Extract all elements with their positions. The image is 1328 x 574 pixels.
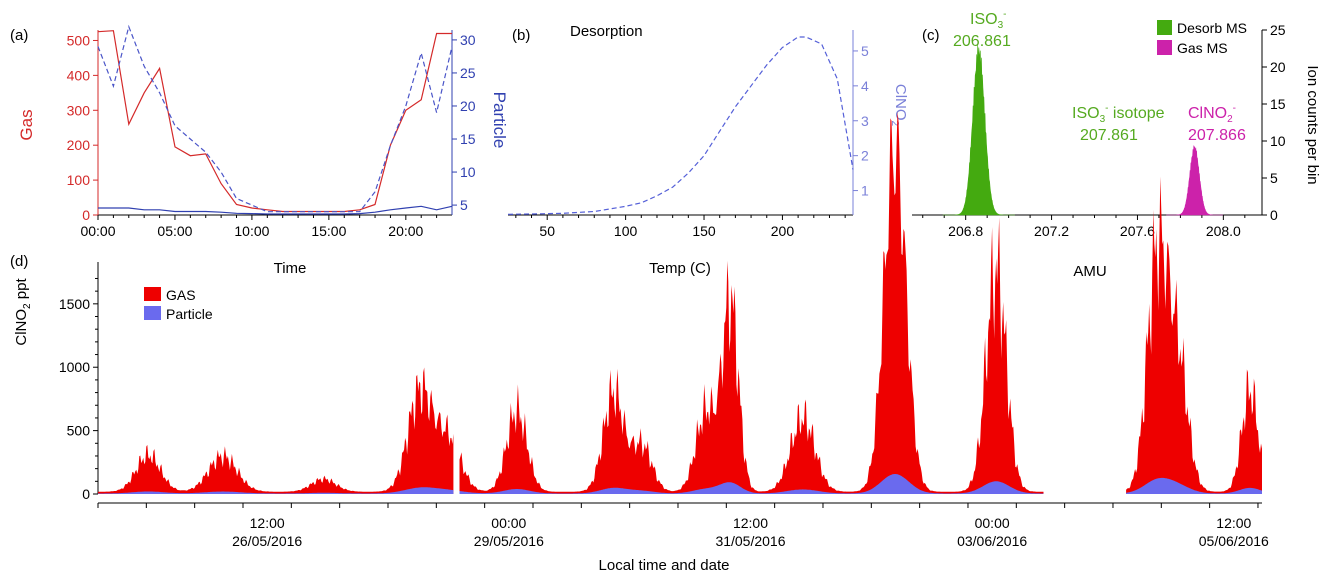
panel-a-xlabel: Time (274, 260, 307, 277)
annotation-iso3-mass: 206.861 (953, 33, 1011, 50)
panel-d-ylabel: ClNO2 ppt (13, 278, 33, 346)
panel-a-label: (a) (10, 27, 28, 44)
panel-c-peak-0 (942, 45, 1015, 216)
panel-d-label: (d) (10, 253, 28, 270)
legend-label-gas: Gas MS (1177, 40, 1228, 56)
panel-c-plot: 206.8 207.2 207.6 208.0 0 5 10 15 20 25 (912, 22, 1286, 239)
panel-d-xlabel: Local time and date (599, 557, 730, 574)
panel-a-right-tick-label: 30 (460, 32, 476, 48)
panel-c-peak-1 (1166, 145, 1223, 216)
panel-b-desorption-line (507, 36, 854, 215)
panel-c-right-tick-label: 5 (1270, 170, 1278, 186)
panel-b-xlabel: Temp (C) (649, 260, 711, 277)
legend-label-desorb: Desorb MS (1177, 20, 1247, 36)
panel-d: (d) ClNO2 ppt Local time and date GAS Pa… (10, 111, 1269, 574)
panel-b-plot: 50 100 150 200 1 2 3 4 5 (507, 30, 869, 239)
panel-c-right-tick-label: 0 (1270, 207, 1278, 223)
panel-d-x-tick-time: 00:00 (491, 515, 526, 531)
panel-c-right-tick-label: 20 (1270, 59, 1286, 75)
panel-a-left-tick-label: 200 (67, 137, 91, 153)
panel-b-x-tick-label: 200 (771, 223, 795, 239)
legend-swatch-gas-d (144, 287, 161, 301)
legend-label-particle-d: Particle (166, 306, 213, 322)
panel-d-x-tick-time: 12:00 (733, 515, 768, 531)
panel-b-right-tick-label: 4 (861, 78, 869, 94)
panel-d-x-tick-time: 12:00 (1216, 515, 1251, 531)
legend-swatch-particle-d (144, 306, 161, 320)
panel-a-x-tick-label: 15:00 (311, 223, 346, 239)
panel-c-right-tick-label: 15 (1270, 96, 1286, 112)
panel-a-series-0-line (97, 30, 452, 213)
annotation-clno2-mass: 207.866 (1188, 127, 1246, 144)
panel-a-x-tick-label: 20:00 (388, 223, 423, 239)
panel-b-x-tick-label: 100 (614, 223, 638, 239)
panel-a-series-2-line (98, 205, 453, 215)
panel-c-x-tick-label: 206.8 (948, 223, 983, 239)
panel-d-gas-area (98, 111, 1262, 494)
legend-swatch-desorb (1157, 20, 1172, 35)
panel-c: (c) AMU Ion counts per bin ISO3- 206.861… (912, 9, 1321, 280)
legend-label-gas-d: GAS (166, 287, 196, 303)
panel-d-y-tick-label: 0 (82, 486, 90, 502)
panel-d-y-tick-label: 1000 (59, 359, 90, 375)
panel-b-title: Desorption (570, 23, 643, 40)
panel-b-right-tick-label: 2 (861, 148, 869, 164)
panel-a-right-ylabel: Particle (490, 92, 509, 149)
annotation-iso3: ISO3- (970, 9, 1006, 31)
panel-d-x-tick-date: 31/05/2016 (715, 533, 785, 549)
panel-a-series-1-line (97, 24, 453, 213)
panel-c-right-tick-label: 10 (1270, 133, 1286, 149)
panel-b-x-tick-label: 50 (539, 223, 555, 239)
legend-swatch-gas (1157, 40, 1172, 55)
panel-a-x-tick-label: 10:00 (234, 223, 269, 239)
panel-c-x-tick-label: 207.2 (1034, 223, 1069, 239)
panel-b-label: (b) (512, 27, 530, 44)
panel-d-x-tick-date: 03/06/2016 (957, 533, 1027, 549)
panel-d-particle-area (98, 474, 1262, 494)
panel-d-plot: 05001000150012:0026/05/201600:0029/05/20… (59, 111, 1269, 549)
panel-c-right-ylabel: Ion counts per bin (1304, 65, 1321, 184)
annotation-iso3-isotope: ISO3- isotope (1072, 103, 1165, 125)
annotation-clno2: ClNO2- (1188, 103, 1236, 125)
panel-c-x-tick-label: 208.0 (1206, 223, 1241, 239)
panel-c-label: (c) (922, 27, 940, 44)
panel-a-right-tick-label: 10 (460, 164, 476, 180)
panel-a-right-tick-label: 20 (460, 98, 476, 114)
annotation-iso3-isotope-mass: 207.861 (1080, 127, 1138, 144)
panel-b-right-ylabel: ClNO2 (889, 84, 909, 127)
panel-d-x-tick-time: 12:00 (250, 515, 285, 531)
panel-d-x-tick-time: 00:00 (975, 515, 1010, 531)
panel-a-left-tick-label: 100 (67, 172, 91, 188)
panel-a-x-tick-label: 00:00 (80, 223, 115, 239)
panel-a: (a) Gas Particle Time 0 100 200 300 400 500 5 1… (10, 24, 509, 277)
panel-b-right-tick-label: 1 (861, 183, 869, 199)
panel-d-y-tick-label: 1500 (59, 296, 90, 312)
panel-d-x-tick-date: 26/05/2016 (232, 533, 302, 549)
panel-b-right-tick-label: 3 (861, 113, 869, 129)
panel-b-x-tick-label: 150 (692, 223, 716, 239)
panel-c-right-tick-label: 25 (1270, 22, 1286, 38)
panel-a-x-tick-label: 05:00 (157, 223, 192, 239)
panel-d-x-tick-date: 05/06/2016 (1199, 533, 1269, 549)
panel-a-left-ylabel: Gas (17, 109, 36, 140)
panel-c-x-tick-label: 207.6 (1120, 223, 1155, 239)
panel-a-right-tick-label: 15 (460, 131, 476, 147)
panel-a-right-tick-label: 5 (460, 197, 468, 213)
panel-b-right-tick-label: 5 (861, 43, 869, 59)
panel-a-left-tick-label: 0 (82, 207, 90, 223)
panel-d-x-tick-date: 29/05/2016 (474, 533, 544, 549)
panel-c-xlabel: AMU (1073, 263, 1106, 280)
panel-a-left-tick-label: 300 (67, 102, 91, 118)
panel-d-y-tick-label: 500 (67, 423, 91, 439)
panel-a-right-tick-label: 25 (460, 65, 476, 81)
panel-a-plot: 0 100 200 300 400 500 5 10 15 20 25 30 00:00 05:00 10:… (67, 24, 476, 239)
panel-a-left-tick-label: 500 (67, 32, 91, 48)
panel-b: (b) Desorption Temp (C) ClNO2 50 100 150 20… (507, 23, 909, 277)
panel-a-left-tick-label: 400 (67, 67, 91, 83)
